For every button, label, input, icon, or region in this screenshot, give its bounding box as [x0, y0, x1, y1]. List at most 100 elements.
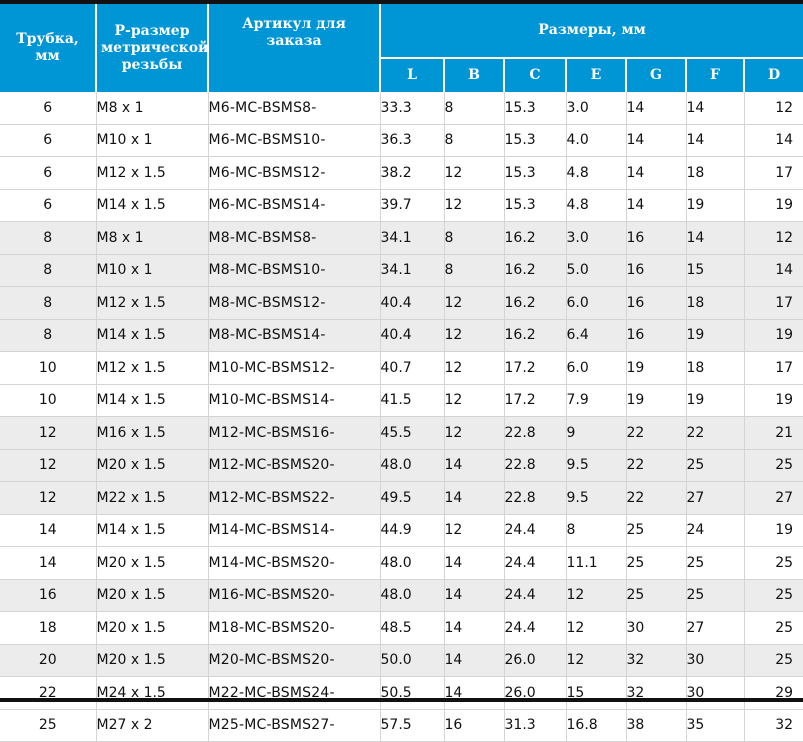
cell-dim-D: 14	[744, 124, 803, 157]
cell-dim-E: 12	[566, 644, 627, 677]
cell-tube: 8	[0, 221, 97, 255]
cell-dim-F: 24	[686, 514, 745, 547]
cell-thread: M12 x 1.5	[96, 286, 209, 320]
cell-thread: M20 x 1.5	[96, 579, 209, 612]
cell-dim-G: 14	[626, 124, 687, 157]
cell-thread: M10 x 1	[96, 254, 209, 287]
table-row: 8 M8 x 1 M8-MC-BSMS8- 34.1 8 16.2 3.0 16 14 12	[0, 221, 803, 255]
cell-dim-C: 16.2	[504, 221, 567, 255]
header-thread: Р-размер метрической резьбы	[96, 4, 209, 92]
cell-dim-C: 22.8	[504, 481, 567, 515]
cell-dim-F: 25	[686, 546, 745, 580]
cell-article: M14-MC-BSMS14-	[208, 514, 381, 547]
table-row: 20 M20 x 1.5 M20-MC-BSMS20- 50.0 14 26.0 12 32 3…	[0, 644, 803, 677]
cell-dim-B: 12	[444, 416, 505, 450]
cell-dim-G: 25	[626, 514, 687, 547]
cell-thread: M12 x 1.5	[96, 156, 209, 190]
cell-dim-E: 9	[566, 416, 627, 450]
cell-article: M16-MC-BSMS20-	[208, 579, 381, 612]
cell-thread: M16 x 1.5	[96, 416, 209, 450]
cell-dim-F: 14	[686, 221, 745, 255]
cell-dim-L: 48.0	[380, 579, 445, 612]
cell-article: M22-MC-BSMS24-	[208, 676, 381, 710]
cell-dim-D: 27	[744, 481, 803, 515]
cell-dim-B: 16	[444, 709, 505, 742]
cell-dim-B: 12	[444, 514, 505, 547]
cell-dim-D: 19	[744, 384, 803, 417]
cell-thread: M20 x 1.5	[96, 611, 209, 645]
cell-dim-E: 4.8	[566, 156, 627, 190]
cell-tube: 14	[0, 546, 97, 580]
cell-dim-D: 25	[744, 579, 803, 612]
header-dim-G: G	[626, 56, 687, 92]
cell-dim-L: 57.5	[380, 709, 445, 742]
table-row: 12 M20 x 1.5 M12-MC-BSMS20- 48.0 14 22.8 9.5 22…	[0, 449, 803, 482]
cell-dim-C: 16.2	[504, 286, 567, 320]
cell-dim-E: 3.0	[566, 221, 627, 255]
cell-dim-G: 25	[626, 579, 687, 612]
header-dim-L: L	[380, 56, 445, 92]
cell-dim-B: 12	[444, 384, 505, 417]
cell-dim-C: 22.8	[504, 416, 567, 450]
table-row: 14 M14 x 1.5 M14-MC-BSMS14- 44.9 12 24.4 8 25 24…	[0, 514, 803, 547]
cell-dim-G: 16	[626, 254, 687, 287]
cell-dim-E: 9.5	[566, 481, 627, 515]
cell-tube: 14	[0, 514, 97, 547]
cell-dim-B: 14	[444, 644, 505, 677]
cell-article: M25-MC-BSMS27-	[208, 709, 381, 742]
cell-thread: M22 x 1.5	[96, 481, 209, 515]
cell-dim-E: 8	[566, 514, 627, 547]
table-row: 25 M27 x 2 M25-MC-BSMS27- 57.5 16 31.3 16.8 38 3…	[0, 709, 803, 742]
cell-dim-B: 14	[444, 481, 505, 515]
table-row: 8 M14 x 1.5 M8-MC-BSMS14- 40.4 12 16.2 6.4 16 19…	[0, 319, 803, 352]
cell-dim-G: 14	[626, 156, 687, 190]
cell-thread: M14 x 1.5	[96, 514, 209, 547]
table-row: 18 M20 x 1.5 M18-MC-BSMS20- 48.5 14 24.4 12 30 2…	[0, 611, 803, 645]
cell-dim-D: 17	[744, 156, 803, 190]
cell-dim-G: 16	[626, 286, 687, 320]
cell-tube: 10	[0, 384, 97, 417]
header-article: Артикул для заказа	[208, 4, 381, 92]
cell-dim-G: 16	[626, 319, 687, 352]
cell-dim-B: 8	[444, 124, 505, 157]
table-row: 16 M20 x 1.5 M16-MC-BSMS20- 48.0 14 24.4 12 25 2…	[0, 579, 803, 612]
cell-dim-C: 26.0	[504, 676, 567, 710]
table-row: 10 M14 x 1.5 M10-MC-BSMS14- 41.5 12 17.2 7.9 19…	[0, 384, 803, 417]
cell-dim-E: 6.0	[566, 351, 627, 385]
cell-article: M12-MC-BSMS20-	[208, 449, 381, 482]
cell-dim-C: 24.4	[504, 611, 567, 645]
cell-dim-D: 29	[744, 676, 803, 710]
cell-dim-F: 19	[686, 384, 745, 417]
cell-dim-L: 36.3	[380, 124, 445, 157]
cell-dim-E: 16.8	[566, 709, 627, 742]
table-row: 8 M10 x 1 M8-MC-BSMS10- 34.1 8 16.2 5.0 16 15 14	[0, 254, 803, 287]
cell-thread: M14 x 1.5	[96, 319, 209, 352]
cell-dim-B: 12	[444, 286, 505, 320]
cell-dim-C: 15.3	[504, 124, 567, 157]
cell-thread: M10 x 1	[96, 124, 209, 157]
table-row: 6 M14 x 1.5 M6-MC-BSMS14- 39.7 12 15.3 4.8 14 19…	[0, 189, 803, 222]
table-row: 10 M12 x 1.5 M10-MC-BSMS12- 40.7 12 17.2 6.0 19…	[0, 351, 803, 385]
cell-dim-D: 25	[744, 611, 803, 645]
cell-tube: 25	[0, 709, 97, 742]
cell-thread: M14 x 1.5	[96, 384, 209, 417]
cell-dim-E: 15	[566, 676, 627, 710]
cell-dim-C: 24.4	[504, 546, 567, 580]
cell-dim-B: 14	[444, 579, 505, 612]
cell-dim-B: 14	[444, 676, 505, 710]
cell-dim-F: 19	[686, 189, 745, 222]
cell-article: M10-MC-BSMS14-	[208, 384, 381, 417]
cell-dim-C: 15.3	[504, 189, 567, 222]
cell-dim-L: 33.3	[380, 92, 445, 125]
cell-dim-C: 22.8	[504, 449, 567, 482]
cell-thread: M20 x 1.5	[96, 546, 209, 580]
header-dim-F: F	[686, 56, 745, 92]
cell-article: M12-MC-BSMS22-	[208, 481, 381, 515]
cell-thread: M8 x 1	[96, 92, 209, 125]
cell-article: M10-MC-BSMS12-	[208, 351, 381, 385]
cell-dim-D: 19	[744, 514, 803, 547]
cell-dim-F: 35	[686, 709, 745, 742]
cell-thread: M8 x 1	[96, 221, 209, 255]
cell-dim-C: 17.2	[504, 384, 567, 417]
cell-dim-L: 40.4	[380, 319, 445, 352]
